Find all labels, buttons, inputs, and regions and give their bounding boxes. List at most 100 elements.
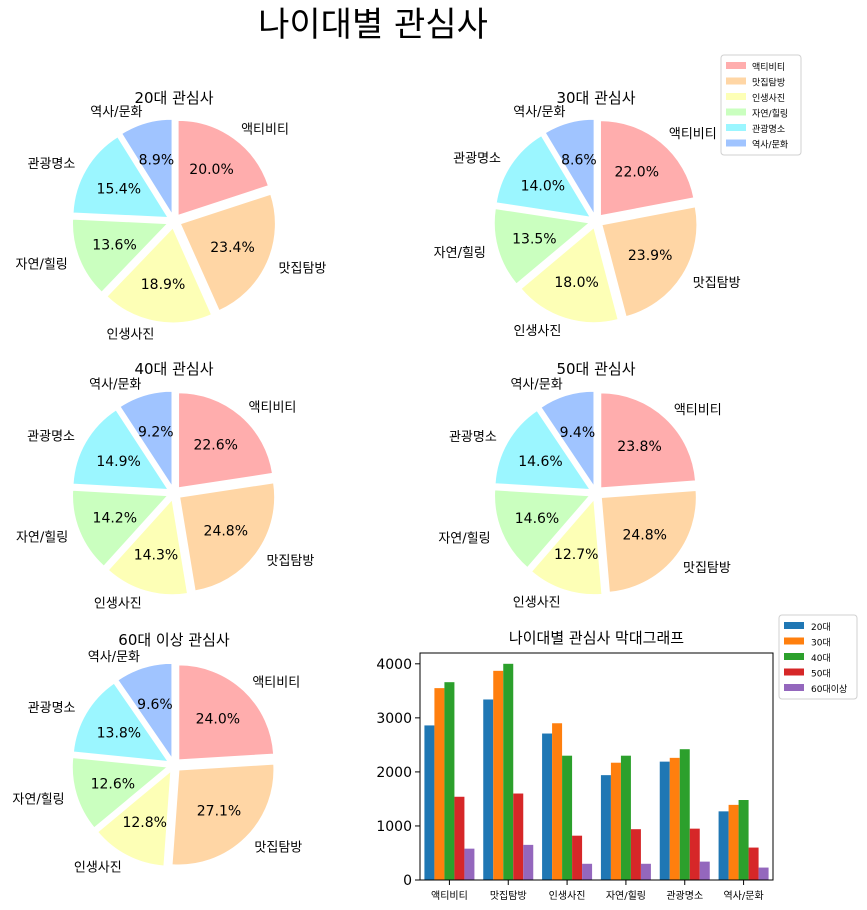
- pie-value-label: 27.1%: [197, 804, 241, 820]
- pie-value-label: 9.2%: [138, 425, 174, 441]
- bar: [572, 835, 583, 880]
- axes-frame: [419, 652, 774, 881]
- bar: [699, 861, 710, 880]
- legend-swatch: [726, 77, 746, 85]
- legend-label: 60대이상: [811, 684, 847, 695]
- pie-slice: [494, 409, 591, 491]
- bar: [728, 804, 739, 880]
- legend-label: 20대: [811, 622, 831, 633]
- pie-category-label: 액티비티: [252, 676, 300, 691]
- bar: [718, 811, 729, 880]
- legend-label: 30대: [811, 638, 831, 649]
- pie-category-label: 액티비티: [249, 400, 297, 415]
- bar: [424, 725, 435, 880]
- bar: [513, 793, 524, 880]
- bar: [600, 775, 611, 880]
- pie-value-label: 24.0%: [196, 711, 240, 727]
- pie-slice: [171, 763, 275, 866]
- pie-value-label: 13.8%: [97, 725, 141, 741]
- legend-label: 역사/문화: [752, 140, 788, 151]
- pie-category-label: 인생사진: [513, 596, 561, 611]
- pie-value-label: 14.2%: [93, 510, 137, 526]
- bar: [738, 800, 749, 880]
- pie-category-label: 역사/문화: [90, 105, 142, 120]
- bar: [679, 749, 690, 880]
- pie-title: 50대 관심사: [556, 360, 635, 378]
- bar: [610, 762, 621, 880]
- legend-label: 액티비티: [752, 61, 785, 73]
- pie-slice: [493, 208, 591, 285]
- pie-title: 30대 관심사: [556, 89, 635, 107]
- y-tick-label: 3000: [376, 711, 412, 727]
- x-tick-label: 액티비티: [431, 890, 468, 902]
- pie-slice: [178, 664, 275, 761]
- figure-title: 나이대별 관심사: [258, 5, 488, 45]
- pie-category-label: 역사/문화: [510, 378, 562, 393]
- bar: [620, 755, 631, 880]
- pie-value-label: 18.0%: [554, 275, 598, 291]
- pie-slice: [177, 119, 270, 217]
- pie-slice: [72, 136, 169, 219]
- bar: [689, 828, 700, 880]
- bar: [493, 670, 504, 880]
- pie-value-label: 12.6%: [91, 777, 135, 793]
- pie-category-label: 역사/문화: [89, 377, 141, 392]
- y-tick-label: 1000: [376, 819, 412, 835]
- legend-label: 인생사진: [752, 93, 785, 104]
- pie-value-label: 20.0%: [189, 162, 233, 178]
- pie-category-label: 인생사진: [107, 328, 155, 343]
- pie-category-label: 인생사진: [514, 324, 562, 339]
- x-tick-label: 자연/힐링: [606, 889, 646, 902]
- pie-category-label: 맛집탐방: [267, 554, 315, 569]
- pie-value-label: 14.9%: [96, 454, 140, 470]
- y-tick-label: 4000: [376, 657, 412, 673]
- legend-swatch: [784, 637, 804, 645]
- pie-category-label: 맛집탐방: [693, 276, 741, 291]
- x-tick-label: 역사/문화: [723, 890, 763, 902]
- legend-swatch: [784, 653, 804, 660]
- pie-category-label: 자연/힐링: [434, 246, 486, 261]
- pie-2: 30대 관심사 22.0% 액티비티 23.9% 맛집탐방 18.0% 인생사진 13.5% 자…: [434, 89, 741, 339]
- pie-title: 60대 이상 관심사: [118, 631, 230, 649]
- pie-slice: [71, 757, 169, 829]
- pie-value-label: 23.8%: [617, 439, 661, 455]
- bar-legend: 20대 30대 40대 50대 60대이상: [778, 614, 858, 700]
- pie-value-label: 14.0%: [521, 178, 565, 194]
- pie-slice: [106, 227, 213, 324]
- bar-chart-title: 나이대별 관심사 막대그래프: [509, 629, 684, 647]
- pie-slice: [495, 134, 592, 218]
- bar: [464, 848, 475, 880]
- pie-value-label: 24.8%: [204, 524, 248, 540]
- pie-slice: [530, 498, 603, 596]
- pie-category-label: 역사/문화: [513, 105, 565, 120]
- pie-category-label: 맛집탐방: [279, 261, 327, 276]
- bar: [562, 755, 573, 880]
- bar: [503, 663, 514, 880]
- legend-swatch: [726, 93, 746, 100]
- legend-frame: [778, 614, 858, 700]
- bar: [542, 733, 553, 880]
- pie-value-label: 14.6%: [515, 511, 559, 527]
- pie-slice: [179, 193, 276, 312]
- bar: [758, 867, 769, 880]
- pie-slice: [72, 218, 169, 293]
- legend-label: 관광명소: [752, 123, 785, 135]
- pie-slice: [121, 118, 173, 217]
- pie-category-label: 액티비티: [674, 403, 722, 418]
- pie-slice: [601, 206, 698, 318]
- legend-label: 자연/힐링: [752, 108, 788, 120]
- pie-value-label: 24.8%: [622, 528, 666, 544]
- pie-value-label: 14.3%: [134, 547, 178, 563]
- pie-slice: [600, 392, 697, 489]
- pie-category-label: 관광명소: [27, 430, 75, 445]
- pie-value-label: 22.6%: [193, 437, 237, 453]
- pie-value-label: 23.4%: [210, 240, 254, 256]
- pie-slice: [600, 489, 697, 593]
- pie-3: 40대 관심사 22.6% 액티비티 24.8% 맛집탐방 14.3% 인생사진 14.2% 자…: [16, 360, 314, 612]
- pie-category-label: 액티비티: [669, 127, 717, 142]
- y-tick-label: 2000: [376, 765, 412, 781]
- pie-category-label: 액티비티: [241, 122, 289, 137]
- pie-title: 20대 관심사: [134, 89, 213, 107]
